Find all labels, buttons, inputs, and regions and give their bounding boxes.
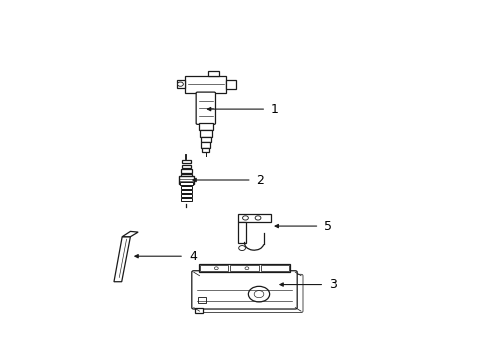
Bar [181, 169, 191, 172]
Bar [260, 265, 289, 271]
Polygon shape [226, 80, 236, 89]
Bar [198, 264, 290, 272]
Bar [199, 265, 228, 271]
Bar [200, 137, 211, 143]
Bar [199, 130, 212, 137]
Polygon shape [122, 231, 138, 237]
Text: 5: 5 [324, 220, 331, 233]
Bar [181, 198, 192, 201]
FancyBboxPatch shape [197, 274, 303, 312]
Bar [197, 297, 206, 303]
Bar [181, 174, 191, 177]
Bar [201, 143, 210, 148]
Text: 2: 2 [256, 174, 264, 186]
Text: 1: 1 [270, 103, 278, 116]
Bar [185, 76, 226, 93]
Bar [181, 194, 192, 197]
Bar [180, 190, 192, 193]
Bar [181, 165, 191, 168]
Bar [182, 160, 191, 163]
Polygon shape [114, 237, 130, 282]
Bar [237, 222, 246, 243]
Bar [180, 186, 192, 189]
Circle shape [238, 246, 245, 251]
Text: 4: 4 [188, 250, 196, 263]
Circle shape [254, 291, 264, 298]
Text: 3: 3 [328, 278, 336, 291]
Bar [198, 123, 213, 130]
Circle shape [244, 267, 248, 270]
Circle shape [255, 216, 261, 220]
Circle shape [214, 267, 218, 270]
Bar [180, 183, 192, 185]
Circle shape [242, 216, 248, 220]
FancyBboxPatch shape [191, 271, 297, 309]
Bar [179, 176, 194, 184]
Circle shape [177, 82, 183, 86]
Bar [230, 265, 258, 271]
Bar [194, 307, 203, 313]
Bar [202, 148, 209, 152]
Circle shape [248, 286, 269, 302]
Polygon shape [176, 80, 185, 88]
Bar [208, 71, 219, 76]
Bar [237, 214, 270, 222]
FancyBboxPatch shape [196, 92, 215, 124]
